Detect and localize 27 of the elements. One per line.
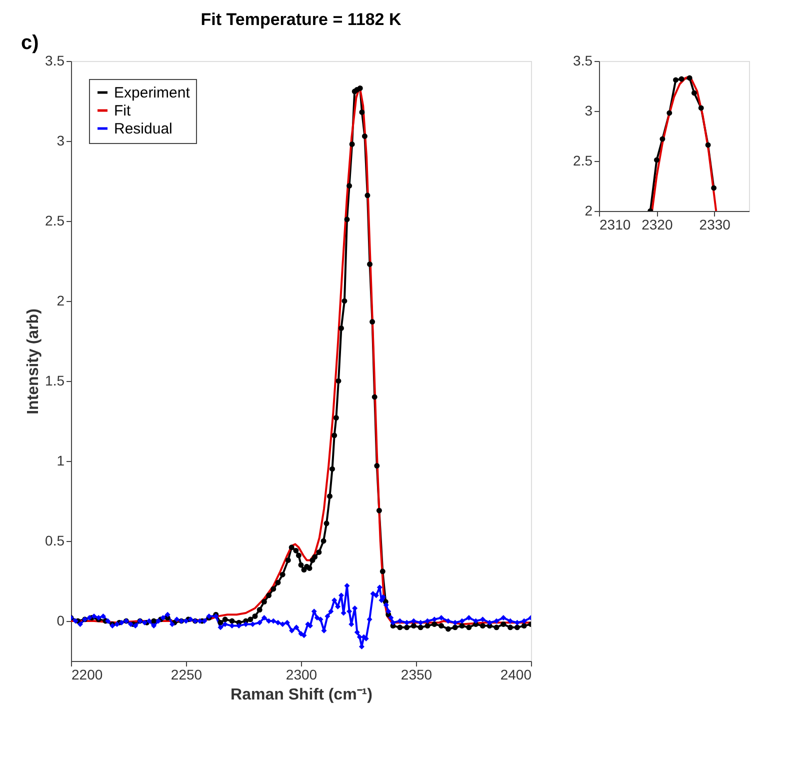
x-tick-label: 2350 — [400, 666, 432, 682]
x-tick-label: 2200 — [72, 666, 103, 682]
x-axis-title: Raman Shift (cm⁻¹) — [230, 686, 372, 704]
y-tick-label: 0.5 — [45, 532, 65, 548]
x-tick-label: 2310 — [600, 216, 631, 232]
y-tick-label: 2 — [56, 292, 65, 308]
y-tick-label: 3.5 — [45, 52, 65, 68]
y-tick-label: 1 — [56, 452, 65, 468]
x-tick-label: 2250 — [170, 666, 202, 682]
legend-label: Residual — [114, 120, 172, 138]
y-tick-label: 3.5 — [573, 52, 593, 68]
x-tick-label: 2400 — [500, 666, 532, 682]
y-tick-label: 3 — [584, 102, 593, 118]
y-tick-label: 3 — [56, 132, 65, 148]
text: c) — [21, 32, 39, 54]
x-tick-label: 2320 — [642, 216, 673, 232]
x-tick-label: 2330 — [699, 216, 731, 232]
y-tick-label: 1.5 — [45, 372, 65, 388]
y-axis-title: Intensity (arb) — [25, 308, 42, 414]
y-tick-label: 2.5 — [573, 152, 593, 168]
legend-label: Fit — [114, 102, 132, 120]
legend-label: Experiment — [114, 84, 191, 102]
y-tick-label: 0 — [56, 612, 65, 628]
x-tick-label: 2300 — [286, 666, 318, 682]
y-tick-label: 2.5 — [45, 212, 65, 228]
y-tick-label: 2 — [584, 202, 593, 218]
chart-title: Fit Temperature = 1182 K — [200, 10, 402, 29]
